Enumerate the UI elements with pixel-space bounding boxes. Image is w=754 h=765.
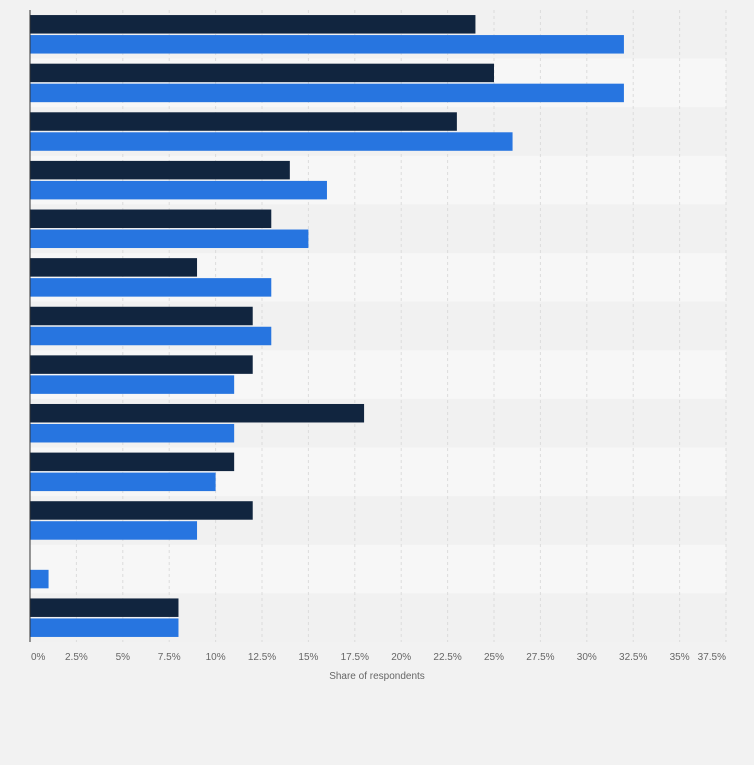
x-tick-label: 12.5% xyxy=(248,652,276,663)
x-tick-label: 10% xyxy=(206,652,226,663)
bar-series-2 xyxy=(30,35,624,54)
bar-series-1 xyxy=(30,112,457,131)
bar-series-1 xyxy=(30,160,290,180)
bar-series-1 xyxy=(30,403,365,423)
x-tick-label: 37.5% xyxy=(698,652,726,663)
bar-series-2 xyxy=(30,375,235,394)
x-tick-label: 7.5% xyxy=(158,652,181,663)
bar-series-2 xyxy=(30,472,216,492)
bar-series-1 xyxy=(30,15,476,34)
bar-series-2 xyxy=(30,569,49,589)
bar-series-2 xyxy=(30,521,198,540)
row-bands xyxy=(30,10,726,642)
bar-series-2 xyxy=(30,618,179,637)
x-tick-label: 30% xyxy=(577,652,597,663)
x-tick-label: 20% xyxy=(391,652,411,663)
bar-series-1 xyxy=(30,355,253,374)
row-band xyxy=(30,544,726,594)
bar-series-2 xyxy=(30,83,624,103)
bar-series-1 xyxy=(30,63,494,83)
bar-series-1 xyxy=(30,258,198,277)
bars xyxy=(30,15,624,637)
bar-series-1 xyxy=(30,598,179,617)
bar-series-1 xyxy=(30,306,253,326)
x-tick-label: 0% xyxy=(31,652,46,663)
bar-series-1 xyxy=(30,501,253,520)
x-tick-label: 17.5% xyxy=(341,652,369,663)
bar-series-2 xyxy=(30,278,272,297)
bar-series-2 xyxy=(30,180,327,200)
bar-series-1 xyxy=(30,209,272,229)
x-axis-title: Share of respondents xyxy=(329,671,425,682)
x-tick-label: 15% xyxy=(298,652,318,663)
x-tick-label: 27.5% xyxy=(526,652,554,663)
x-tick-label: 32.5% xyxy=(619,652,647,663)
x-tick-label: 25% xyxy=(484,652,504,663)
x-tick-label: 35% xyxy=(670,652,690,663)
bar-series-2 xyxy=(30,229,309,249)
x-axis-ticks: 0% 2.5% 5% 7.5% 10% 12.5% 15% 17.5% 20% 22.5% 25% 2… xyxy=(31,652,726,663)
x-tick-label: 2.5% xyxy=(65,652,88,663)
bar-series-2 xyxy=(30,423,235,443)
x-tick-label: 5% xyxy=(116,652,131,663)
bar-series-2 xyxy=(30,132,513,151)
bar-series-2 xyxy=(30,326,272,346)
x-tick-label: 22.5% xyxy=(433,652,461,663)
bar-series-1 xyxy=(30,452,235,472)
